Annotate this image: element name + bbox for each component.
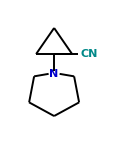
Text: N: N bbox=[50, 69, 59, 79]
Text: CN: CN bbox=[80, 49, 98, 59]
